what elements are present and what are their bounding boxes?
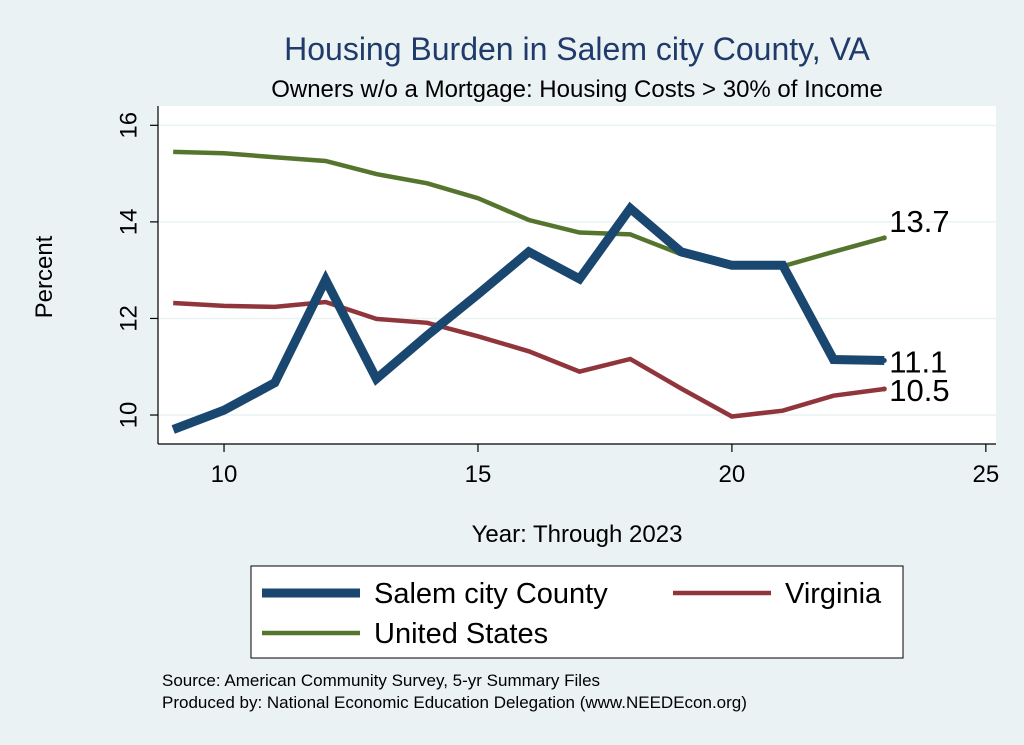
y-axis-title: Percent (31, 235, 58, 318)
y-tick-label: 10 (115, 402, 142, 429)
end-label-united-states: 13.7 (889, 204, 949, 239)
x-tick-label: 20 (719, 461, 746, 488)
y-tick-label: 16 (115, 112, 142, 139)
x-tick-label: 15 (465, 461, 492, 488)
x-tick-label: 10 (211, 461, 238, 488)
series-lines (171, 149, 887, 434)
end-point-salem-city-county (881, 357, 887, 363)
x-tick-label: 25 (972, 461, 999, 488)
end-point-virginia (881, 386, 887, 392)
chart-subtitle: Owners w/o a Mortgage: Housing Costs > 3… (271, 76, 883, 103)
axis-ticks: 10 12 14 16 10 15 20 25 (115, 112, 999, 488)
legend-label-virginia: Virginia (785, 578, 882, 610)
end-point-united-states (881, 235, 887, 241)
x-axis-title: Year: Through 2023 (472, 521, 683, 548)
series-line-salem-city-county (171, 201, 885, 434)
series-line-virginia (173, 299, 885, 419)
chart-title: Housing Burden in Salem city County, VA (284, 31, 870, 67)
y-tick-label: 14 (115, 209, 142, 236)
legend-box (250, 565, 904, 659)
end-label-salem-city-county: 11.1 (889, 344, 947, 379)
legend-label-united-states: United States (374, 618, 548, 650)
end-label-virginia: 10.5 (889, 373, 949, 408)
producer-line: Produced by: National Economic Education… (162, 693, 747, 712)
source-line: Source: American Community Survey, 5-yr … (162, 671, 600, 690)
grid-lines (158, 124, 996, 416)
y-tick-label: 12 (115, 305, 142, 332)
end-labels: 13.7 10.511.1 (889, 204, 949, 408)
legend: Salem city County Virginia United States (262, 578, 882, 650)
legend-label-salem-city-county: Salem city County (374, 578, 608, 610)
